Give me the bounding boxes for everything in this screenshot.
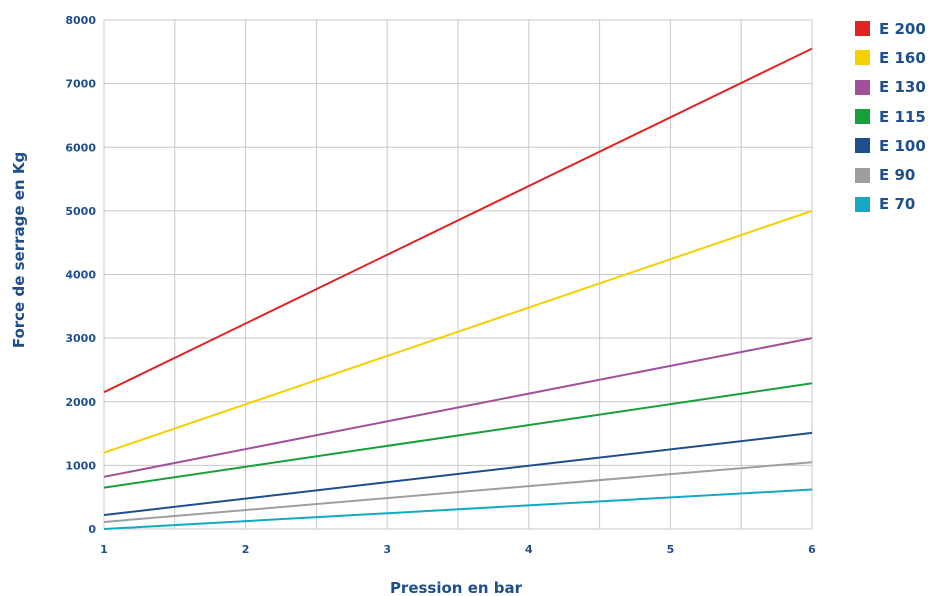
series-line-e-115 [103,382,813,489]
x-tick-label: 1 [100,543,108,556]
x-axis-label: Pression en bar [390,579,523,596]
legend-swatch [855,79,870,95]
legend-swatch [855,50,870,66]
legend-label: E 70 [879,195,916,214]
legend-item: E 160 [855,43,926,72]
series-line-e-90 [103,461,813,523]
x-tick-label: 3 [383,543,391,556]
legend-swatch [855,196,870,212]
series-line-e-130 [103,337,813,478]
legend-item: E 130 [855,73,926,102]
y-tick-label: 2000 [65,396,96,409]
legend-swatch [855,21,870,37]
grid [103,19,813,530]
legend-item: E 100 [855,131,926,160]
series-line-e-100 [103,431,813,516]
legend-swatch [855,167,870,183]
legend-swatch [855,109,870,125]
series-line-e-160 [103,209,813,454]
y-tick-label: 1000 [65,459,96,472]
y-tick-label: 4000 [65,269,96,282]
y-tick-label: 8000 [65,14,96,27]
legend-swatch [855,138,870,154]
y-tick-label: 0 [88,523,96,536]
y-tick-label: 7000 [65,78,96,91]
y-axis-label: Force de serrage en Kg [10,152,28,348]
y-tick-label: 6000 [65,141,96,154]
series-line-e-200 [103,47,813,394]
x-tick-label: 5 [667,543,675,556]
y-axis-ticks: 0 1000 2000 3000 4000 5000 6000 7000 8000 [65,14,96,536]
legend-label: E 130 [879,78,926,97]
legend-item: E 200 [855,14,926,43]
y-tick-label: 5000 [65,205,96,218]
series-lines [103,47,813,530]
legend-label: E 200 [879,19,926,38]
series-line-e-70 [103,488,813,530]
x-tick-label: 2 [242,543,250,556]
legend-label: E 160 [879,48,926,67]
legend-item: E 115 [855,102,926,131]
legend-label: E 100 [879,136,926,155]
y-tick-label: 3000 [65,332,96,345]
legend: E 200 E 160 E 130 E 115 E 100 E 90 E 70 [855,14,926,219]
legend-label: E 115 [879,107,926,126]
x-tick-label: 6 [808,543,816,556]
legend-item: E 70 [855,190,926,219]
x-axis-ticks: 1 2 3 4 5 6 [100,543,816,556]
legend-label: E 90 [879,166,916,185]
x-tick-label: 4 [525,543,533,556]
legend-item: E 90 [855,160,926,189]
